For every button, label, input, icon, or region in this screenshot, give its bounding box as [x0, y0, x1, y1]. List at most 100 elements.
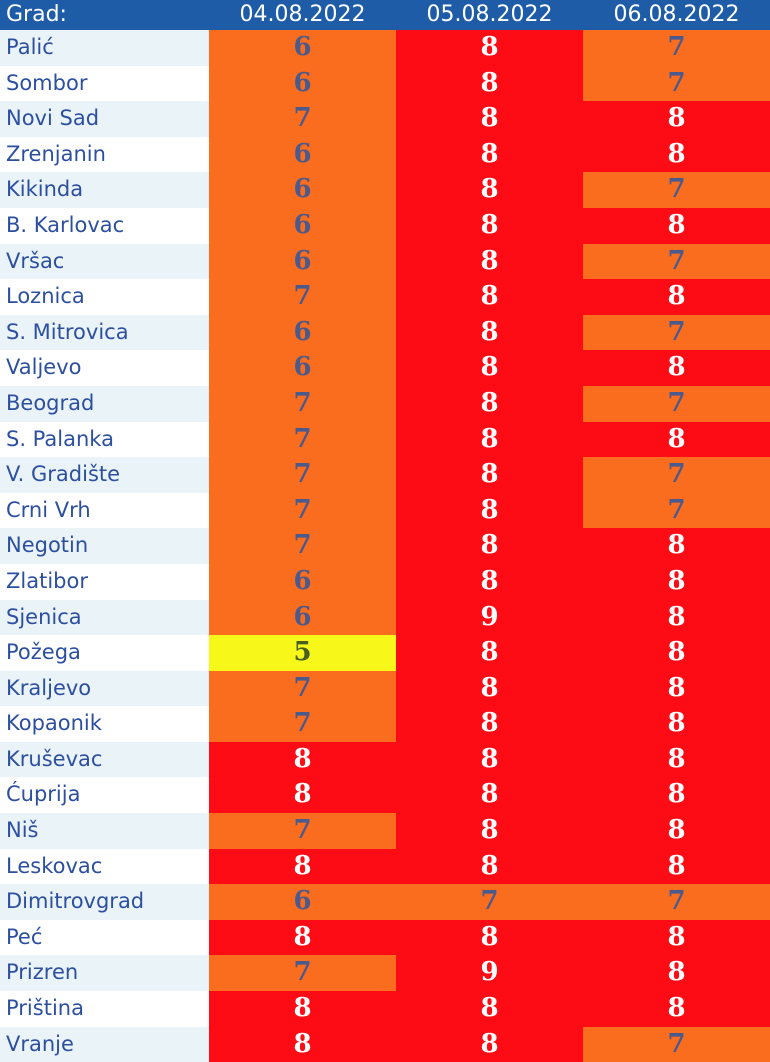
- city-name: Niš: [0, 813, 209, 849]
- table-row: Prizren 7 9 8: [0, 955, 770, 992]
- table-row: V. Gradište 7 8 7: [0, 457, 770, 493]
- table-row: Vranje 8 8 7: [0, 1026, 770, 1062]
- city-name: Priština: [0, 991, 209, 1027]
- uv-value-day-3: 7: [583, 314, 770, 351]
- uv-value-day-1: 7: [209, 492, 396, 529]
- uv-value-day-1: 7: [209, 101, 396, 137]
- city-name: Loznica: [0, 279, 209, 315]
- uv-value-day-1: 6: [209, 172, 396, 208]
- uv-value-day-2: 8: [396, 919, 583, 956]
- city-name: Kruševac: [0, 741, 209, 778]
- uv-value-day-1: 6: [209, 314, 396, 351]
- uv-value-day-1: 8: [209, 991, 396, 1027]
- table-row: Negotin 7 8 8: [0, 528, 770, 564]
- uv-value-day-3: 8: [583, 136, 770, 173]
- uv-value-day-1: 6: [209, 350, 396, 386]
- uv-value-day-2: 8: [396, 457, 583, 493]
- uv-value-day-1: 8: [209, 777, 396, 814]
- table-row: Novi Sad 7 8 8: [0, 101, 770, 137]
- city-name: Vranje: [0, 1026, 209, 1062]
- uv-value-day-2: 8: [396, 492, 583, 529]
- uv-value-day-3: 8: [583, 563, 770, 600]
- uv-value-day-2: 7: [396, 884, 583, 920]
- uv-value-day-1: 6: [209, 563, 396, 600]
- uv-value-day-2: 8: [396, 848, 583, 885]
- table-header: Grad: 04.08.2022 05.08.2022 06.08.2022: [0, 0, 770, 30]
- uv-value-day-1: 8: [209, 919, 396, 956]
- city-name: Leskovac: [0, 848, 209, 885]
- table-body: Palić 6 8 7 Sombor 6 8 7 Novi Sad 7 8 8 Zrenjanin 6 8 8…: [0, 30, 770, 1062]
- header-date-2: 05.08.2022: [426, 2, 553, 27]
- uv-value-day-1: 7: [209, 813, 396, 849]
- city-name: Kraljevo: [0, 670, 209, 707]
- table-row: Kraljevo 7 8 8: [0, 670, 770, 707]
- table-row: Kruševac 8 8 8: [0, 741, 770, 778]
- table-row: Zlatibor 6 8 8: [0, 563, 770, 600]
- uv-value-day-2: 8: [396, 172, 583, 208]
- uv-value-day-1: 7: [209, 457, 396, 493]
- uv-value-day-3: 7: [583, 30, 770, 66]
- uv-value-day-1: 6: [209, 30, 396, 66]
- uv-value-day-2: 9: [396, 599, 583, 636]
- header-date-1: 04.08.2022: [239, 2, 366, 27]
- city-name: B. Karlovac: [0, 207, 209, 244]
- uv-value-day-2: 8: [396, 741, 583, 778]
- uv-value-day-2: 8: [396, 1026, 583, 1062]
- uv-value-day-3: 8: [583, 848, 770, 885]
- uv-value-day-3: 8: [583, 991, 770, 1027]
- uv-value-day-3: 8: [583, 279, 770, 315]
- table-row: Zrenjanin 6 8 8: [0, 136, 770, 173]
- table-row: Crni Vrh 7 8 7: [0, 492, 770, 529]
- uv-value-day-2: 8: [396, 563, 583, 600]
- uv-value-day-1: 5: [209, 635, 396, 671]
- table-row: Valjevo 6 8 8: [0, 350, 770, 386]
- uv-value-day-2: 8: [396, 350, 583, 386]
- table-row: Kopaonik 7 8 8: [0, 706, 770, 742]
- uv-value-day-3: 8: [583, 635, 770, 671]
- uv-value-day-1: 8: [209, 1026, 396, 1062]
- uv-value-day-2: 8: [396, 991, 583, 1027]
- uv-value-day-3: 7: [583, 884, 770, 920]
- city-name: Sombor: [0, 65, 209, 102]
- table-row: Palić 6 8 7: [0, 30, 770, 66]
- table-row: S. Mitrovica 6 8 7: [0, 314, 770, 351]
- city-name: Zlatibor: [0, 563, 209, 600]
- city-name: Prizren: [0, 955, 209, 992]
- uv-value-day-1: 7: [209, 528, 396, 564]
- uv-value-day-3: 8: [583, 599, 770, 636]
- header-date-3: 06.08.2022: [613, 2, 740, 27]
- city-name: Kikinda: [0, 172, 209, 208]
- uv-value-day-2: 8: [396, 813, 583, 849]
- uv-value-day-1: 8: [209, 848, 396, 885]
- uv-value-day-3: 8: [583, 207, 770, 244]
- uv-value-day-3: 7: [583, 385, 770, 422]
- uv-value-day-3: 8: [583, 955, 770, 992]
- uv-value-day-1: 6: [209, 207, 396, 244]
- city-name: S. Palanka: [0, 421, 209, 458]
- uv-value-day-3: 8: [583, 777, 770, 814]
- table-row: Dimitrovgrad 6 7 7: [0, 884, 770, 920]
- table-row: Kikinda 6 8 7: [0, 172, 770, 208]
- uv-value-day-3: 7: [583, 172, 770, 208]
- uv-value-day-2: 8: [396, 635, 583, 671]
- uv-value-day-2: 8: [396, 279, 583, 315]
- table-row: B. Karlovac 6 8 8: [0, 207, 770, 244]
- city-name: Novi Sad: [0, 101, 209, 137]
- table-row: Peć 8 8 8: [0, 919, 770, 956]
- uv-value-day-2: 8: [396, 207, 583, 244]
- city-name: Ćuprija: [0, 777, 209, 814]
- uv-value-day-2: 8: [396, 30, 583, 66]
- uv-value-day-1: 6: [209, 243, 396, 280]
- city-name: Palić: [0, 30, 209, 66]
- table-row: Sombor 6 8 7: [0, 65, 770, 102]
- table-row: Niš 7 8 8: [0, 813, 770, 849]
- table-row: Priština 8 8 8: [0, 991, 770, 1027]
- uv-value-day-2: 8: [396, 314, 583, 351]
- city-name: Crni Vrh: [0, 492, 209, 529]
- uv-value-day-3: 8: [583, 706, 770, 742]
- uv-value-day-2: 8: [396, 243, 583, 280]
- uv-value-day-1: 7: [209, 385, 396, 422]
- city-name: Požega: [0, 635, 209, 671]
- uv-value-day-3: 8: [583, 528, 770, 564]
